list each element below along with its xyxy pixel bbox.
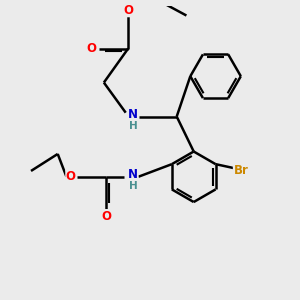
Text: O: O (86, 42, 96, 55)
Text: H: H (129, 182, 137, 191)
Text: N: N (128, 108, 138, 121)
Text: Br: Br (233, 164, 248, 177)
Text: N: N (128, 168, 138, 181)
Text: O: O (101, 210, 111, 223)
Text: H: H (129, 121, 137, 131)
Text: O: O (66, 170, 76, 183)
Text: O: O (123, 4, 133, 17)
